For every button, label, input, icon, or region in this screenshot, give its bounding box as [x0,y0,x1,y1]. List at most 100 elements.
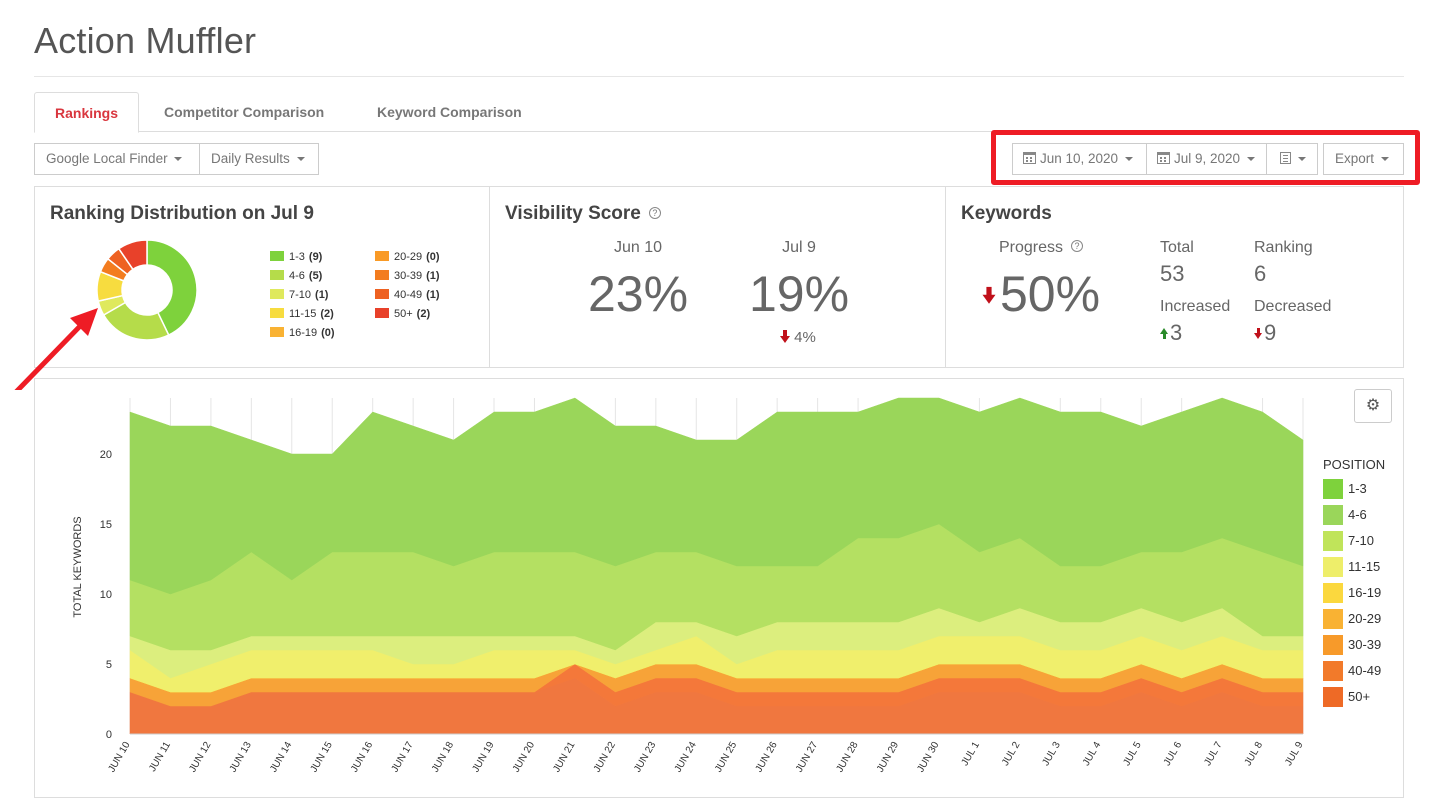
keywords-title: Keywords [961,203,1052,224]
visibility-score-panel: Visibility Score? Jun 10 23% Jul 9 19% 4… [489,186,946,368]
increased-value-text: 3 [1170,320,1183,345]
legend-swatch [1323,531,1343,551]
legend-label: 1-3 [1348,481,1367,496]
legend-swatch [270,270,284,280]
position-legend-item[interactable]: 1-3 [1323,479,1367,499]
export-label: Export [1335,151,1375,166]
position-legend-item[interactable]: 4-6 [1323,505,1367,525]
x-tick-label: JUN 26 [754,740,780,775]
caret-down-icon [1124,157,1133,162]
caret-down-icon [1246,157,1255,162]
end-date-picker[interactable]: Jul 9, 2020 [1146,143,1267,175]
legend-label: 16-19 [289,327,318,339]
position-legend-item[interactable]: 7-10 [1323,531,1374,551]
x-tick-label: JUN 16 [349,740,375,775]
position-legend-item[interactable]: 30-39 [1323,635,1381,655]
x-tick-label: JUN 17 [390,740,416,775]
legend-swatch [1323,583,1343,603]
legend-count: (9) [308,251,323,263]
ranking-legend-item: 40-49 (1) [375,289,440,301]
position-legend-item[interactable]: 50+ [1323,687,1370,707]
x-tick-label: JUN 20 [511,740,537,775]
ranking-distribution-title: Ranking Distribution on Jul 9 [50,203,314,224]
tab-competitor-comparison[interactable]: Competitor Comparison [164,104,325,120]
legend-count: (5) [308,270,323,282]
x-tick-label: JUN 24 [673,740,699,775]
document-icon [1280,152,1291,164]
x-tick-label: JUN 10 [106,740,132,775]
x-tick-label: JUN 21 [551,740,577,775]
x-tick-label: JUL 8 [1243,740,1266,768]
ranking-donut-chart [96,239,198,341]
increased-value: 3 [1160,320,1182,346]
progress-label-text: Progress [999,239,1064,256]
results-label: Daily Results [211,151,290,166]
progress-label: Progress? [999,239,1084,257]
caret-down-icon [1297,157,1306,162]
legend-label: 40-49 [394,289,423,301]
visibility-end-value: 19% [748,266,850,322]
visibility-change-value: 4% [794,329,816,346]
start-date-picker[interactable]: Jun 10, 2020 [1012,143,1147,175]
progress-value: 50% [982,265,1100,323]
annotation-arrow [14,308,98,390]
x-tick-label: JUL 6 [1162,740,1185,768]
end-date-label: Jul 9, 2020 [1174,151,1241,166]
arrow-down-icon [780,330,790,344]
legend-label: 20-29 [1348,611,1382,626]
x-tick-label: JUN 27 [794,740,820,775]
position-legend-item[interactable]: 40-49 [1323,661,1381,681]
x-tick-label: JUN 11 [147,740,173,774]
chart-settings-button[interactable]: ⚙ [1354,389,1392,423]
results-dropdown[interactable]: Daily Results [199,143,319,175]
legend-swatch [375,251,389,261]
area-series-1-3[interactable] [129,397,1304,595]
legend-swatch [1323,557,1343,577]
ranking-legend-item: 11-15 (2) [270,308,334,320]
export-dropdown[interactable]: Export [1323,143,1404,175]
legend-count: (2) [320,308,334,320]
help-icon[interactable]: ? [1071,240,1084,252]
donut-slice-50+[interactable] [117,239,148,271]
position-legend-item[interactable]: 20-29 [1323,609,1381,629]
y-tick-label: 10 [100,589,112,601]
legend-swatch [270,327,284,337]
legend-label: 30-39 [1348,637,1382,652]
tab-rankings[interactable]: Rankings [34,92,140,133]
visibility-end-label: Jul 9 [782,239,816,256]
keywords-panel: Keywords Progress? 50% Total 53 Ranking … [945,186,1404,368]
x-tick-label: JUN 23 [632,740,658,775]
ranking-value: 6 [1254,261,1267,286]
tab-keyword-comparison[interactable]: Keyword Comparison [377,104,522,120]
x-tick-label: JUL 1 [960,740,983,768]
visibility-change: 4% [780,329,816,346]
x-tick-label: JUN 19 [470,740,496,775]
ranking-legend-item: 20-29 (0) [375,251,440,263]
arrow-down-icon [1254,328,1264,340]
caret-down-icon [174,157,183,162]
x-tick-label: JUN 29 [875,740,901,775]
increased-label: Increased [1160,298,1231,315]
help-icon[interactable]: ? [648,207,661,219]
visibility-score-title: Visibility Score? [505,203,661,225]
legend-count: (1) [315,289,329,301]
x-tick-label: JUN 22 [592,740,618,775]
x-tick-label: JUN 18 [430,740,456,775]
finder-dropdown[interactable]: Google Local Finder [34,143,200,175]
highlight-box [991,130,1420,185]
report-options-dropdown[interactable] [1266,143,1318,175]
y-tick-label: 15 [100,519,112,531]
ranking-legend-item: 4-6 (5) [270,270,322,282]
donut-slice-1-3[interactable] [146,239,198,337]
x-tick-label: JUL 2 [1000,740,1023,768]
visibility-start-label: Jun 10 [613,239,663,256]
legend-label: 30-39 [394,270,423,282]
legend-label: 4-6 [1348,507,1367,522]
x-tick-label: JUL 7 [1202,740,1225,768]
position-legend-item[interactable]: 16-19 [1323,583,1381,603]
x-tick-label: JUN 28 [834,740,860,775]
finder-label: Google Local Finder [46,151,168,166]
position-legend-item[interactable]: 11-15 [1323,557,1380,577]
x-tick-label: JUL 5 [1121,740,1144,768]
